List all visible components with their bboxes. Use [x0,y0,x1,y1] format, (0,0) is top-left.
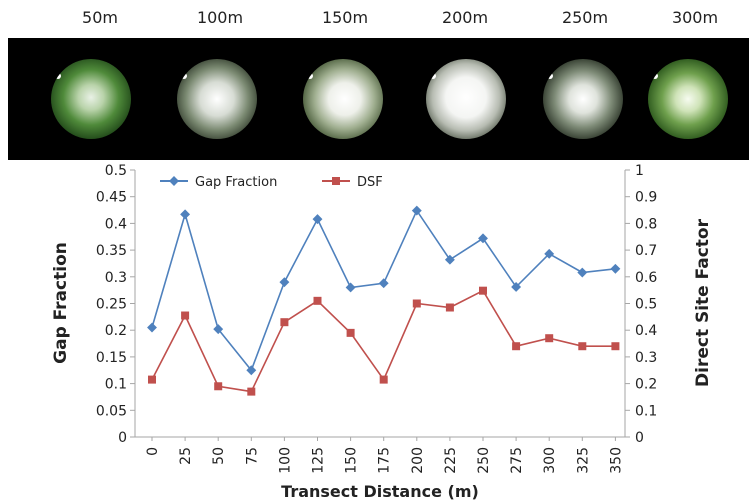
fisheye-photo-100m [177,59,257,139]
legend-gap-fraction-label: Gap Fraction [195,175,277,190]
photo-label-300m: 300m [671,8,719,27]
gap-fraction-point [213,324,224,335]
left-y-tick-label: 0.45 [96,190,127,206]
photo-label-50m: 50m [82,8,118,27]
gap-fraction-point [312,214,323,225]
gap-fraction-point [378,278,389,289]
dsf-point [479,286,487,295]
left-y-tick-label: 0.2 [105,323,127,339]
x-axis-title: Transect Distance (m) [281,482,479,501]
gap-fraction-point [411,205,422,216]
fisheye-photo-200m [426,59,506,139]
left-y-tick-label: 0.15 [96,350,127,366]
x-tick-label: 250 [476,447,492,474]
gap-fraction-point [577,267,588,278]
x-tick-label: 125 [311,447,327,474]
gap-fraction-point [246,365,257,376]
fisheye-photo-250m [543,59,623,139]
left-y-tick-label: 0.5 [105,163,127,179]
left-y-tick-label: 0.25 [96,297,127,313]
x-ticks: 0 25 50 75 100 125 150 175 200 225 250 275 300 325 350 [145,437,624,474]
x-tick-label: 150 [344,447,360,474]
dsf-point [181,311,190,320]
left-y-ticks: 0 0.05 0.1 0.15 0.2 0.25 0.3 0.35 0.4 0.45 0.5 [96,163,135,446]
right-y-tick-label: 1 [635,163,644,179]
x-tick-label: 325 [575,447,591,474]
right-y-tick-label: 0.3 [635,350,657,366]
hemispherical-photo-strip [8,38,749,160]
right-y-tick-label: 0.2 [635,377,657,393]
dsf-point [412,299,421,308]
dsf-point [148,375,156,384]
left-y-tick-label: 0.35 [96,243,127,259]
gap-fraction-dsf-chart: 0 0.05 0.1 0.15 0.2 0.25 0.3 0.35 0.4 0.45 0.5 0 0.… [51,163,713,501]
legend-gap-fraction-marker [169,176,179,186]
legend: Gap Fraction DSF [160,175,383,190]
x-tick-label: 75 [244,447,260,465]
gap-fraction-point [511,281,522,292]
gap-fraction-point [544,248,555,259]
dsf-point [445,303,454,312]
right-y-ticks: 0 0.1 0.2 0.3 0.4 0.5 0.6 0.7 0.8 0.9 1 [625,163,657,446]
gap-fraction-point [444,254,455,265]
dsf-point [313,296,322,305]
right-y-tick-label: 0.6 [635,270,657,286]
left-y-tick-label: 0.1 [105,377,127,393]
left-y-tick-label: 0.05 [96,403,127,419]
dsf-point [578,342,587,351]
right-y-tick-label: 0.9 [635,190,657,206]
left-y-tick-label: 0.4 [105,216,127,232]
photo-label-150m: 150m [321,8,369,27]
series-layer [147,205,621,396]
plot-frame [134,170,626,438]
dsf-point [280,318,289,327]
gap-fraction-point [147,322,157,333]
x-tick-label: 50 [211,447,227,465]
right-y-tick-label: 0.1 [635,403,657,419]
x-tick-label: 275 [509,447,525,474]
dsf-point [346,328,355,337]
x-tick-label: 350 [608,447,624,474]
left-y-tick-label: 0 [118,430,127,446]
dsf-point [512,342,521,351]
left-axis-title: Gap Fraction [51,242,71,364]
fisheye-photo-150m [303,59,383,139]
x-tick-label: 300 [542,447,558,474]
right-y-tick-label: 0 [635,430,644,446]
x-tick-label: 200 [410,447,426,474]
fisheye-photo-50m [51,59,131,139]
legend-dsf-marker [332,177,340,185]
photo-label-200m: 200m [441,8,489,27]
right-axis-title: Direct Site Factor [693,218,713,387]
dsf-point [611,342,620,351]
legend-dsf-label: DSF [357,175,383,190]
x-tick-label: 175 [377,447,393,474]
fisheye-photo-300m [648,59,728,139]
dsf-point [247,387,256,396]
gap-fraction-line [151,208,616,372]
gap-fraction-point [345,282,356,293]
right-y-tick-label: 0.8 [635,216,657,232]
dsf-point [214,382,223,391]
photo-label-250m: 250m [561,8,609,27]
gap-fraction-point [279,277,290,288]
right-y-tick-label: 0.4 [635,323,657,339]
gap-fraction-point [180,209,191,220]
dsf-point [545,334,554,343]
left-y-tick-label: 0.3 [105,270,127,286]
x-tick-label: 0 [145,447,161,456]
gap-fraction-point [610,263,621,274]
x-tick-label: 225 [443,447,459,474]
photo-label-100m: 100m [196,8,244,27]
right-y-tick-label: 0.5 [635,297,657,313]
x-tick-label: 100 [277,447,293,474]
right-y-tick-label: 0.7 [635,243,657,259]
x-tick-label: 25 [178,447,194,465]
gap-fraction-point [478,233,488,244]
dsf-point [379,375,388,384]
